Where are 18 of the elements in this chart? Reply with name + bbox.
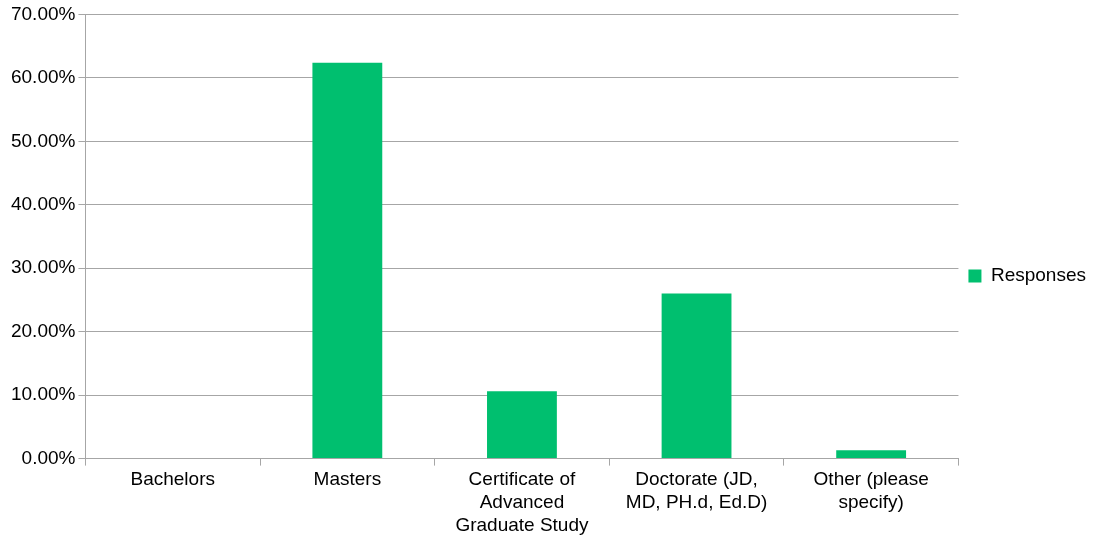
x-tick-label: Masters	[313, 468, 382, 490]
y-tick-label: 50.00%	[10, 129, 76, 151]
legend-label: Responses	[990, 264, 1087, 286]
y-tick-label: 20.00%	[10, 319, 76, 341]
x-tick-label: Doctorate (JD, MD, PH.d, Ed.D)	[625, 468, 768, 513]
y-tick-label: 10.00%	[10, 383, 76, 405]
bar	[487, 391, 557, 459]
y-tick-label: 60.00%	[10, 66, 76, 88]
y-tick-label: 30.00%	[10, 256, 76, 278]
bar	[312, 62, 383, 459]
bar	[836, 450, 907, 459]
bar	[661, 293, 732, 459]
x-tick-label: Bachelors	[130, 468, 215, 490]
y-tick-label: 70.00%	[10, 2, 76, 24]
y-tick-label: 0.00%	[21, 446, 76, 468]
x-tick-label: Certificate of Advanced Graduate Study	[455, 468, 589, 535]
y-tick-label: 40.00%	[10, 193, 76, 215]
x-tick-label: Other (please specify)	[813, 468, 929, 513]
